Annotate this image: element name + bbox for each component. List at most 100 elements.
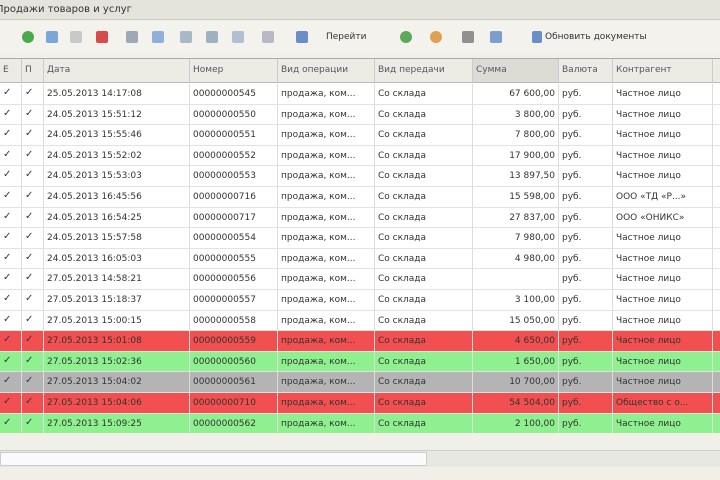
table-cell[interactable]: 27.05.2013 14:58:21 <box>44 269 190 290</box>
table-cell[interactable]: продажа, ком... <box>278 187 375 208</box>
icon-list[interactable] <box>490 31 502 43</box>
table-cell[interactable]: 00000000553 <box>190 166 278 187</box>
table-cell[interactable]: 00000000552 <box>190 145 278 167</box>
table-cell[interactable]: Общество с о... <box>613 393 713 414</box>
table-cell[interactable]: 27.05.2013 15:04:02 <box>44 372 190 393</box>
icon-post[interactable] <box>126 31 138 43</box>
table-cell[interactable]: Со склада <box>375 310 473 332</box>
table-cell[interactable]: 27.05.2013 15:09:25 <box>44 413 190 433</box>
table-cell[interactable]: руб. <box>559 351 613 373</box>
table-cell[interactable]: 3 800,00 <box>473 104 559 126</box>
table-cell[interactable]: продажа, ком... <box>278 104 375 126</box>
table-cell[interactable]: Частное лицо <box>613 228 713 249</box>
table-cell[interactable]: 27 837,00 <box>473 207 559 229</box>
table-cell[interactable]: продажа, ком... <box>278 331 375 352</box>
column-header[interactable]: Дата <box>44 59 190 83</box>
table-cell[interactable]: Частное лицо <box>613 248 713 270</box>
table-cell[interactable]: 10 700,00 <box>473 372 559 393</box>
goto-button[interactable]: Перейти <box>326 32 367 42</box>
icon-add[interactable] <box>22 31 34 43</box>
table-cell[interactable]: продажа, ком... <box>278 269 375 290</box>
table-cell[interactable]: Со склада <box>375 228 473 249</box>
table-cell[interactable]: 00000000560 <box>190 351 278 373</box>
column-header[interactable]: Контрагент <box>613 59 713 83</box>
icon-print[interactable] <box>462 31 474 43</box>
table-cell[interactable]: Частное лицо <box>613 351 713 373</box>
table-cell[interactable]: продажа, ком... <box>278 125 375 146</box>
table-cell[interactable]: 00000000559 <box>190 331 278 352</box>
table-cell[interactable]: руб. <box>559 248 613 270</box>
table-cell[interactable]: Со склада <box>375 372 473 393</box>
table-cell[interactable]: 27.05.2013 15:00:15 <box>44 310 190 332</box>
table-cell[interactable]: Со склада <box>375 166 473 187</box>
table-cell[interactable]: Со склада <box>375 207 473 229</box>
table-cell[interactable]: Частное лицо <box>613 290 713 311</box>
table-cell[interactable]: 24.05.2013 15:52:02 <box>44 145 190 167</box>
icon-settings[interactable] <box>232 31 244 43</box>
table-cell[interactable] <box>473 269 559 290</box>
table-cell[interactable]: 17 900,00 <box>473 145 559 167</box>
table-cell[interactable]: 27.05.2013 15:02:36 <box>44 351 190 373</box>
table-cell[interactable]: 00000000545 <box>190 84 278 105</box>
table-cell[interactable]: Со склада <box>375 393 473 414</box>
table-cell[interactable]: Частное лицо <box>613 331 713 352</box>
table-cell[interactable]: ООО «ОНИКС» <box>613 207 713 229</box>
column-header[interactable]: Е <box>0 59 22 83</box>
table-cell[interactable]: руб. <box>559 207 613 229</box>
table-cell[interactable]: 00000000710 <box>190 393 278 414</box>
table-cell[interactable]: 27.05.2013 15:18:37 <box>44 290 190 311</box>
table-cell[interactable]: 24.05.2013 15:53:03 <box>44 166 190 187</box>
table-cell[interactable]: 00000000554 <box>190 228 278 249</box>
table-cell[interactable]: 24.05.2013 15:51:12 <box>44 104 190 126</box>
table-cell[interactable]: 24.05.2013 16:45:56 <box>44 187 190 208</box>
table-cell[interactable]: Со склада <box>375 187 473 208</box>
table-cell[interactable]: продажа, ком... <box>278 351 375 373</box>
table-cell[interactable]: Частное лицо <box>613 413 713 433</box>
table-cell[interactable]: Со склада <box>375 413 473 433</box>
table-cell[interactable]: руб. <box>559 84 613 105</box>
icon-copy[interactable] <box>46 31 58 43</box>
table-cell[interactable]: Со склада <box>375 248 473 270</box>
table-cell[interactable]: 24.05.2013 15:55:46 <box>44 125 190 146</box>
table-cell[interactable]: 24.05.2013 15:57:58 <box>44 228 190 249</box>
table-cell[interactable]: 4 980,00 <box>473 248 559 270</box>
icon-tree[interactable] <box>262 31 274 43</box>
table-cell[interactable]: Частное лицо <box>613 84 713 105</box>
column-header[interactable]: П <box>22 59 44 83</box>
table-cell[interactable]: продажа, ком... <box>278 228 375 249</box>
table-cell[interactable]: Со склада <box>375 290 473 311</box>
table-cell[interactable]: продажа, ком... <box>278 310 375 332</box>
table-cell[interactable]: продажа, ком... <box>278 372 375 393</box>
table-cell[interactable]: 67 600,00 <box>473 84 559 105</box>
table-cell[interactable]: Частное лицо <box>613 269 713 290</box>
table-cell[interactable]: руб. <box>559 228 613 249</box>
column-header[interactable]: Номер <box>190 59 278 83</box>
table-cell[interactable]: продажа, ком... <box>278 393 375 414</box>
table-cell[interactable]: 00000000562 <box>190 413 278 433</box>
table-cell[interactable]: продажа, ком... <box>278 413 375 433</box>
table-cell[interactable]: продажа, ком... <box>278 248 375 270</box>
table-cell[interactable]: 00000000561 <box>190 372 278 393</box>
table-cell[interactable]: руб. <box>559 104 613 126</box>
table-cell[interactable]: Со склада <box>375 84 473 105</box>
table-cell[interactable]: 00000000551 <box>190 125 278 146</box>
icon-report[interactable] <box>430 31 442 43</box>
icon-delete[interactable] <box>96 31 108 43</box>
table-cell[interactable]: руб. <box>559 269 613 290</box>
table-cell[interactable]: руб. <box>559 393 613 414</box>
icon-back[interactable] <box>296 31 308 43</box>
column-header[interactable]: Сумма <box>473 59 559 83</box>
table-cell[interactable]: Со склада <box>375 104 473 126</box>
table-cell[interactable]: 2 100,00 <box>473 413 559 433</box>
column-header[interactable]: Валюта <box>559 59 613 83</box>
scrollbar-thumb[interactable] <box>0 452 427 466</box>
table-cell[interactable]: 00000000556 <box>190 269 278 290</box>
refresh-button[interactable]: Обновить документы <box>545 32 647 42</box>
table-cell[interactable]: продажа, ком... <box>278 166 375 187</box>
table-cell[interactable]: руб. <box>559 310 613 332</box>
table-cell[interactable]: 27.05.2013 15:04:06 <box>44 393 190 414</box>
table-cell[interactable]: продажа, ком... <box>278 290 375 311</box>
table-cell[interactable]: 00000000716 <box>190 187 278 208</box>
table-cell[interactable]: 7 800,00 <box>473 125 559 146</box>
table-cell[interactable]: 54 504,00 <box>473 393 559 414</box>
